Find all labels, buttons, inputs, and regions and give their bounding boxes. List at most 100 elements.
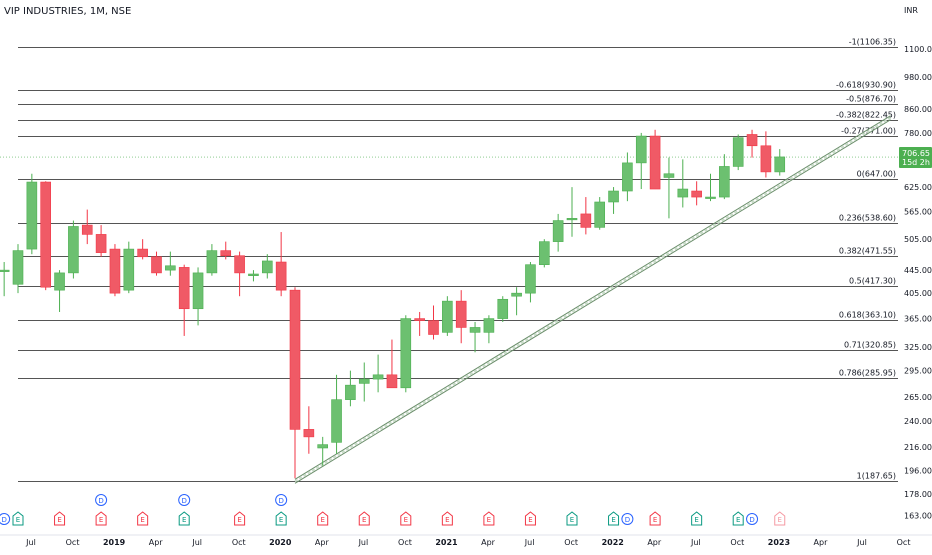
dividend-marker-2022-03[interactable]: D [621, 513, 634, 525]
candle-2019-07[interactable] [178, 264, 190, 336]
candle-2021-02[interactable] [442, 296, 453, 336]
trendline-lower[interactable] [294, 119, 891, 484]
candle-2018-06[interactable] [0, 262, 10, 297]
candle-2020-09[interactable] [372, 354, 384, 393]
candle-2018-12[interactable] [81, 209, 93, 245]
candle-2020-03[interactable] [289, 287, 301, 479]
candle-2019-04[interactable] [137, 239, 148, 260]
candle-2021-11[interactable] [566, 187, 578, 237]
candle-2020-04[interactable] [303, 406, 315, 454]
candle-2018-11[interactable] [68, 220, 79, 279]
earnings-marker-2019-01[interactable]: E [95, 511, 107, 526]
candle-2022-02[interactable] [608, 187, 619, 214]
dividend-marker-2019-07[interactable]: D [178, 494, 191, 506]
candle-2018-08[interactable] [26, 173, 38, 255]
candle-2023-01[interactable] [760, 131, 772, 178]
candle-2022-06[interactable] [663, 157, 675, 219]
earnings-marker-2021-02[interactable]: E [441, 511, 453, 526]
trendline-upper[interactable] [294, 115, 891, 480]
candle-2021-09[interactable] [538, 239, 550, 268]
earnings-marker-2022-05[interactable]: E [649, 511, 661, 526]
candle-body [663, 173, 675, 178]
candle-2021-10[interactable] [552, 213, 564, 252]
candle-2018-07[interactable] [12, 244, 24, 294]
candle-body [635, 135, 647, 164]
candle-2019-06[interactable] [165, 251, 176, 276]
candle-2022-07[interactable] [677, 159, 689, 208]
candle-2022-05[interactable] [649, 129, 661, 190]
candle-2020-05[interactable] [317, 436, 329, 466]
dividend-marker-2019-01[interactable]: D [95, 494, 108, 506]
earnings-marker-2021-11[interactable]: E [566, 511, 578, 526]
candle-2019-08[interactable] [192, 267, 204, 326]
candle-2018-10[interactable] [54, 270, 65, 312]
earnings-marker-2020-11[interactable]: E [400, 511, 412, 526]
candle-2021-07[interactable] [511, 287, 522, 316]
candle-2018-09[interactable] [40, 181, 52, 291]
candle-2022-09[interactable] [705, 173, 716, 202]
price-tick-325.00: 325.00 [904, 343, 932, 352]
earnings-marker-2019-11[interactable]: E [234, 511, 246, 526]
candle-2019-11[interactable] [234, 251, 245, 297]
price-axis[interactable]: 1100.00 980.00 860.00 780.00 625.00 565.00 505… [904, 45, 932, 521]
earnings-marker-2018-07[interactable]: E [12, 511, 24, 526]
candle-2019-03[interactable] [123, 241, 135, 294]
candle-2019-02[interactable] [109, 244, 121, 297]
candle-2019-12[interactable] [248, 270, 259, 282]
candle-2022-01[interactable] [594, 197, 606, 230]
event-letter: E [487, 516, 491, 524]
candle-2020-11[interactable] [400, 315, 412, 393]
earnings-flag [137, 511, 149, 526]
time-axis[interactable]: Jul Oct 2019 Apr Jul Oct 2020 Apr Jul Oct 2021 Apr J… [25, 538, 910, 547]
candle-2020-02[interactable] [275, 232, 287, 297]
candle-2022-12[interactable] [746, 129, 758, 158]
earnings-marker-2023-02[interactable]: E [774, 511, 786, 526]
earnings-marker-2022-11[interactable]: E [732, 511, 744, 526]
earnings-marker-2019-04[interactable]: E [137, 511, 149, 526]
earnings-marker-2021-05[interactable]: E [483, 511, 495, 526]
earnings-marker-2021-08[interactable]: E [524, 511, 536, 526]
dividend-marker-2018-06[interactable]: D [0, 513, 11, 525]
candle-2021-12[interactable] [580, 197, 592, 235]
candle-body [248, 273, 259, 276]
candle-2021-08[interactable] [525, 262, 536, 303]
candle-2020-01[interactable] [261, 254, 273, 279]
dividend-marker-2020-02[interactable]: D [275, 494, 288, 506]
candle-2022-08[interactable] [691, 181, 702, 206]
candle-2022-10[interactable] [719, 154, 730, 200]
candle-2019-10[interactable] [220, 241, 232, 260]
earnings-marker-2020-05[interactable]: E [317, 511, 329, 526]
candles[interactable] [0, 129, 786, 479]
event-markers[interactable]: D E E E D E E D E E D E E E E E E E E D E E E D E [0, 494, 786, 526]
candle-2021-04[interactable] [469, 321, 481, 353]
earnings-marker-2022-08[interactable]: E [691, 511, 703, 526]
dividend-marker-2022-12[interactable]: D [746, 513, 759, 525]
candle-2020-12[interactable] [414, 311, 425, 336]
earnings-marker-2020-02[interactable]: E [275, 511, 287, 526]
candle-2020-06[interactable] [331, 374, 342, 454]
earnings-marker-2020-08[interactable]: E [358, 511, 370, 526]
candle-2020-08[interactable] [358, 362, 370, 402]
candle-2022-11[interactable] [732, 134, 744, 171]
candle-2020-10[interactable] [386, 339, 398, 389]
candle-2019-01[interactable] [95, 225, 107, 257]
candle-2019-09[interactable] [206, 244, 218, 276]
candle-2021-06[interactable] [497, 296, 509, 322]
candle-2019-05[interactable] [151, 251, 162, 276]
fibonacci-levels[interactable]: -1(1106.35) -0.618(930.90) -0.5(876.70) -0.… [0, 38, 898, 482]
candle-2023-02[interactable] [774, 149, 786, 176]
price-tick-565.00: 565.00 [904, 208, 932, 217]
earnings-marker-2018-10[interactable]: E [54, 511, 66, 526]
candle-2022-04[interactable] [635, 132, 647, 190]
candle-2022-03[interactable] [622, 152, 633, 202]
candle-2021-05[interactable] [483, 315, 495, 344]
earnings-marker-2022-02[interactable]: E [608, 511, 620, 526]
earnings-marker-2019-07[interactable]: E [178, 511, 190, 526]
candle-2021-03[interactable] [455, 290, 467, 344]
candle-2020-07[interactable] [345, 370, 356, 407]
trendline[interactable] [294, 115, 892, 484]
candle-body [469, 327, 481, 333]
candle-2021-01[interactable] [428, 305, 439, 340]
